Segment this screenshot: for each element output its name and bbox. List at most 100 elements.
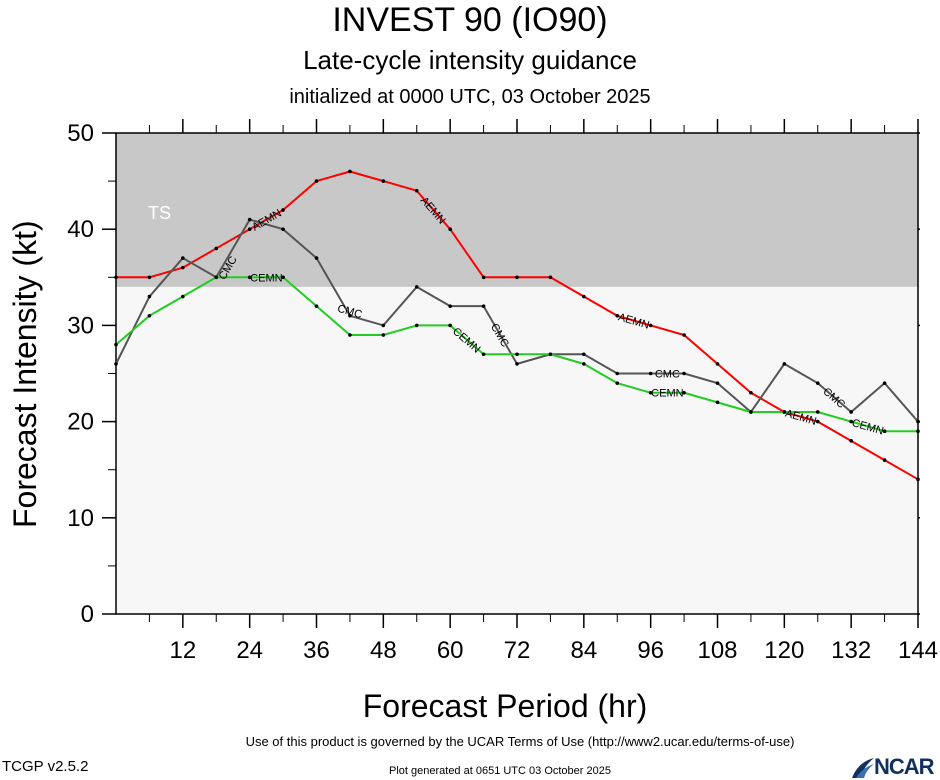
y-tick-label-0: 0 — [81, 601, 94, 628]
series-point-cmc — [715, 381, 720, 385]
series-point-aemn — [214, 246, 219, 251]
x-tick-label-144: 144 — [898, 637, 938, 664]
series-point-cemn — [682, 390, 686, 395]
series-point-cmc — [181, 256, 185, 260]
series-point-cemn — [114, 342, 118, 347]
series-point-cemn — [849, 419, 853, 424]
series-point-cmc — [849, 410, 853, 414]
chart-subtitle: Late-cycle intensity guidance — [303, 45, 637, 75]
series-point-cemn — [648, 390, 653, 395]
series-point-cemn — [214, 275, 219, 280]
x-axis-label: Forecast Period (hr) — [362, 688, 648, 724]
series-point-cmc — [615, 371, 620, 376]
series-point-aemn — [815, 419, 820, 424]
x-tick-label-60: 60 — [437, 637, 464, 664]
series-point-aemn — [348, 169, 352, 174]
x-tick-label-108: 108 — [697, 637, 737, 664]
series-point-cemn — [448, 323, 452, 328]
plot-generated-time: Plot generated at 0651 UTC 03 October 20… — [389, 765, 611, 777]
series-point-cmc — [114, 362, 118, 366]
x-tick-label-84: 84 — [570, 637, 597, 664]
series-point-cmc — [414, 285, 419, 289]
series-point-cemn — [916, 429, 920, 434]
series-point-cmc — [515, 362, 519, 366]
y-tick-label-30: 30 — [67, 312, 94, 339]
line-label-cemn: CEMN — [250, 272, 282, 284]
series-point-cmc — [782, 362, 787, 366]
version-label: TCGP v2.5.2 — [2, 758, 89, 775]
series-point-cmc — [815, 381, 820, 385]
series-point-aemn — [281, 208, 285, 212]
series-point-cemn — [749, 410, 753, 414]
series-point-cemn — [281, 275, 285, 280]
series-point-cmc — [381, 323, 386, 328]
series-point-aemn — [247, 227, 252, 231]
x-tick-label-96: 96 — [637, 637, 664, 664]
series-point-cmc — [882, 381, 887, 385]
series-point-cemn — [548, 352, 553, 357]
y-tick-label-50: 50 — [67, 120, 94, 147]
series-point-cmc — [916, 419, 920, 424]
series-point-aemn — [682, 333, 686, 337]
y-tick-label-40: 40 — [67, 216, 94, 243]
series-point-cemn — [782, 410, 787, 414]
series-point-cmc — [147, 294, 152, 299]
series-point-cemn — [181, 294, 185, 299]
x-tick-label-72: 72 — [504, 637, 531, 664]
line-label-cemn: CEMN — [651, 388, 683, 400]
series-point-aemn — [515, 275, 519, 280]
x-tick-label-132: 132 — [831, 637, 871, 664]
series-point-cemn — [715, 400, 720, 405]
series-point-aemn — [715, 362, 720, 366]
series-point-cmc — [348, 313, 352, 318]
series-point-cmc — [682, 371, 686, 376]
series-point-aemn — [916, 477, 920, 482]
series-point-aemn — [548, 275, 553, 280]
series-point-aemn — [582, 294, 586, 299]
intensity-region-ts — [116, 133, 918, 287]
ncar-logo-icon — [852, 758, 874, 778]
series-point-aemn — [314, 179, 319, 183]
series-point-cemn — [414, 323, 419, 328]
y-tick-label-20: 20 — [67, 409, 94, 436]
series-point-cemn — [515, 352, 519, 357]
series-point-aemn — [882, 458, 887, 462]
region-label-ts: TS — [148, 203, 171, 223]
x-tick-label-12: 12 — [169, 637, 196, 664]
series-point-aemn — [147, 275, 152, 280]
series-point-cemn — [381, 333, 386, 337]
series-point-cmc — [582, 352, 586, 357]
series-point-cemn — [147, 313, 152, 318]
x-tick-label-48: 48 — [370, 637, 397, 664]
chart-title: INVEST 90 (IO90) — [332, 1, 608, 39]
x-tick-label-24: 24 — [236, 637, 263, 664]
series-point-cemn — [882, 429, 887, 434]
chart-area: TS 0 10 20 30 40 50 12 24 36 48 60 72 84 96 108 120 132 14… — [67, 119, 938, 664]
x-tick-label-36: 36 — [303, 637, 330, 664]
series-point-cemn — [615, 381, 620, 385]
series-point-aemn — [481, 275, 486, 280]
series-point-aemn — [448, 227, 452, 231]
series-point-cemn — [481, 352, 486, 357]
series-point-cmc — [481, 304, 486, 308]
series-point-aemn — [414, 188, 419, 193]
series-point-cmc — [281, 227, 285, 231]
series-point-aemn — [114, 275, 118, 280]
series-point-aemn — [181, 265, 185, 270]
ncar-logo-text: NCAR — [874, 754, 935, 779]
ncar-logo: NCAR — [850, 752, 940, 780]
series-point-cemn — [314, 304, 319, 308]
series-point-cmc — [314, 256, 319, 260]
series-point-cemn — [247, 275, 252, 280]
initialized-time: initialized at 0000 UTC, 03 October 2025 — [289, 86, 651, 108]
y-axis-label: Forecast Intensity (kt) — [7, 220, 43, 528]
series-point-cemn — [815, 410, 820, 414]
terms-of-use-notice: Use of this product is governed by the U… — [245, 734, 795, 749]
series-point-cmc — [247, 217, 252, 222]
y-tick-label-10: 10 — [67, 505, 94, 532]
series-point-cmc — [448, 304, 452, 308]
series-point-aemn — [615, 313, 620, 318]
line-label-cmc: CMC — [655, 369, 680, 381]
intensity-region-below-ts — [116, 286, 918, 614]
series-point-cmc — [648, 371, 653, 376]
